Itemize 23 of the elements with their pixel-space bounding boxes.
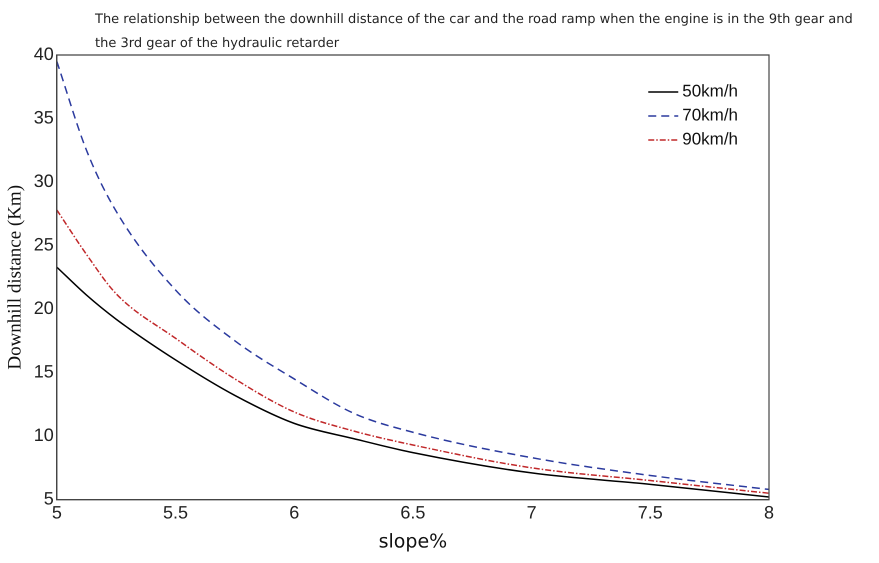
y-tick-label: 35 [34, 107, 54, 128]
y-tick-label: 15 [34, 362, 54, 382]
line-series [56, 266, 769, 498]
legend-label: 90km/h [682, 130, 738, 149]
y-tick-label: 40 [34, 44, 54, 64]
line-series [56, 60, 769, 490]
chart-title: The relationship between the downhill distance of the car and the road ramp when the engine is in the 9th gear and the 3rd gear of the hydraulic retarder [95, 11, 854, 53]
y-axis-title: Downhill distance (Km) [4, 184, 26, 370]
y-tick-label: 20 [34, 298, 54, 318]
y-tick-label: 30 [34, 170, 54, 191]
x-tick-label: 7 [526, 502, 537, 522]
x-tick-label: 7.5 [638, 502, 663, 522]
x-axis-title: slope% [378, 530, 448, 553]
y-tick-label: 5 [44, 488, 54, 509]
x-tick-label: 5.5 [163, 502, 188, 522]
line-series [56, 209, 769, 494]
x-tick-label: 6.5 [400, 502, 426, 522]
legend-label: 70km/h [682, 106, 738, 125]
x-tick-label: 6 [289, 502, 300, 522]
x-tick-label: 8 [764, 502, 774, 522]
y-tick-label: 25 [34, 234, 54, 255]
legend-label: 50km/h [682, 82, 738, 101]
y-tick-label: 10 [34, 425, 54, 446]
